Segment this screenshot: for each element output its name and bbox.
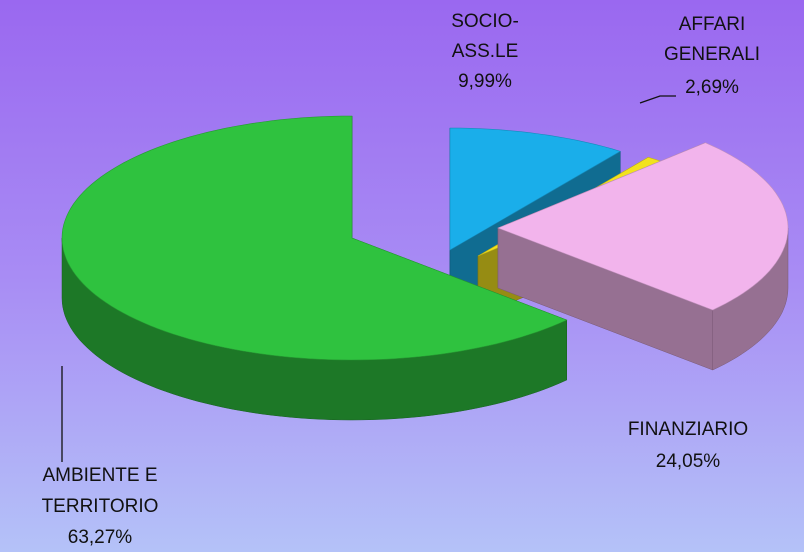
slice-label: ASS.LE bbox=[452, 41, 519, 62]
slice bbox=[497, 142, 789, 311]
slice-label: SOCIO- bbox=[451, 11, 519, 32]
value-label: 24,05% bbox=[656, 451, 721, 472]
slice-label: AFFARI bbox=[679, 14, 746, 35]
slice bbox=[61, 115, 568, 361]
value-label: 63,27% bbox=[68, 527, 133, 548]
slice bbox=[449, 127, 622, 251]
pie bbox=[61, 115, 789, 421]
slice-label: TERRITORIO bbox=[42, 496, 159, 517]
labels: SOCIO- ASS.LE 9,99% AFFARI GENERALI 2,69% FINA… bbox=[42, 11, 760, 548]
slice-label: GENERALI bbox=[664, 44, 760, 65]
slice-label: AMBIENTE E bbox=[42, 465, 157, 486]
value-label: 9,99% bbox=[458, 71, 512, 92]
slice-label: FINANZIARIO bbox=[628, 419, 748, 440]
value-label: 2,69% bbox=[685, 77, 739, 98]
leader-line bbox=[639, 95, 676, 104]
